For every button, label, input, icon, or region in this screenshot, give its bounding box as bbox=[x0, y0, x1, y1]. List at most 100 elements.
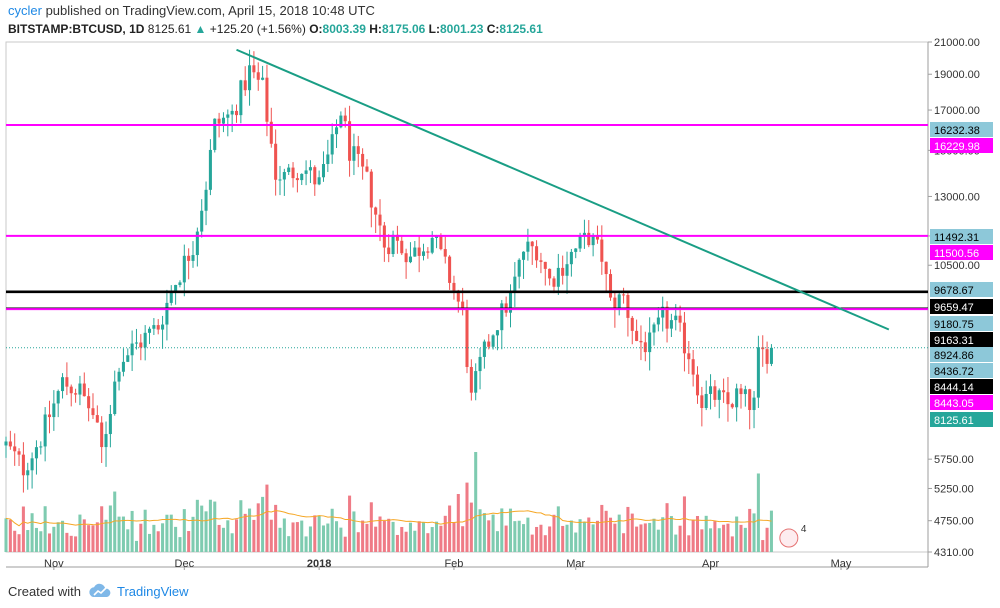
volume-bar bbox=[369, 502, 373, 552]
candle-body bbox=[369, 171, 373, 208]
candle-body bbox=[134, 342, 138, 344]
candle-body bbox=[248, 65, 252, 91]
price-tick-label: 13000.00 bbox=[934, 191, 980, 203]
candle-body bbox=[748, 389, 752, 411]
volume-bar bbox=[565, 524, 569, 552]
candle-body bbox=[243, 80, 247, 91]
volume-bar bbox=[535, 526, 539, 552]
volume-bar bbox=[478, 509, 482, 552]
candle-body bbox=[152, 325, 156, 329]
candle-body bbox=[230, 110, 234, 115]
candle-body bbox=[252, 65, 256, 73]
time-tick-label: Apr bbox=[702, 558, 719, 570]
candle-body bbox=[304, 170, 308, 174]
candle-body bbox=[448, 256, 452, 283]
candle-body bbox=[578, 236, 582, 249]
candle-body bbox=[491, 335, 495, 347]
time-tick-label: May bbox=[831, 558, 852, 570]
volume-bar bbox=[126, 529, 130, 552]
volume-bar bbox=[191, 516, 195, 552]
tradingview-cloud-icon[interactable] bbox=[88, 583, 112, 599]
candle-body bbox=[674, 315, 678, 321]
volume-bar bbox=[234, 519, 239, 552]
candle-body bbox=[713, 386, 717, 400]
candle-body bbox=[56, 391, 60, 404]
volume-bar bbox=[169, 514, 173, 552]
candle-body bbox=[17, 451, 21, 455]
volume-bar bbox=[669, 516, 673, 552]
volume-bar bbox=[395, 534, 399, 552]
candle-body bbox=[174, 284, 178, 293]
volume-bar bbox=[517, 520, 521, 552]
volume-bar bbox=[648, 522, 652, 552]
change-value: +125.20 (+1.56%) bbox=[209, 22, 306, 36]
time-tick-label: Dec bbox=[175, 558, 195, 570]
candle-body bbox=[387, 247, 391, 255]
candle-body bbox=[274, 143, 278, 180]
volume-bar bbox=[682, 496, 686, 552]
volume-bar bbox=[595, 520, 599, 552]
candle-body bbox=[478, 356, 482, 372]
candle-body bbox=[669, 320, 673, 329]
volume-bar bbox=[661, 517, 665, 552]
candle-body bbox=[147, 328, 152, 333]
volume-bar bbox=[630, 513, 634, 552]
volume-bar bbox=[108, 505, 112, 552]
volume-bar bbox=[356, 532, 360, 552]
volume-bar bbox=[69, 535, 73, 552]
created-with-text: Created with bbox=[8, 584, 81, 599]
price-badge-label: 9180.75 bbox=[934, 319, 974, 331]
price-badge-label: 8443.05 bbox=[934, 398, 974, 410]
volume-bar bbox=[695, 516, 700, 552]
candle-body bbox=[69, 386, 73, 394]
candle-body bbox=[361, 153, 365, 167]
candle-body bbox=[126, 355, 130, 362]
candle-body bbox=[452, 282, 456, 291]
volume-bar bbox=[182, 509, 186, 552]
volume-bar bbox=[761, 540, 765, 552]
candle-body bbox=[182, 255, 186, 283]
candle-body bbox=[261, 77, 265, 80]
candle-body bbox=[656, 317, 660, 325]
open-value: 8003.39 bbox=[322, 22, 366, 36]
tradingview-link[interactable]: TradingView bbox=[117, 584, 189, 599]
candle-body bbox=[95, 415, 99, 423]
price-badge bbox=[930, 379, 993, 394]
volume-bar bbox=[74, 536, 78, 552]
candle-body bbox=[234, 110, 239, 116]
volume-bar bbox=[421, 522, 426, 552]
price-chart[interactable]: 421000.0019000.0017000.0015000.0013000.0… bbox=[0, 0, 1000, 575]
volume-bar bbox=[56, 522, 60, 552]
candle-body bbox=[34, 447, 38, 459]
candle-body bbox=[726, 392, 730, 405]
candle-body bbox=[700, 395, 704, 409]
volume-bar bbox=[117, 516, 121, 552]
volume-bar bbox=[200, 505, 204, 552]
volume-bar bbox=[61, 520, 65, 552]
volume-bar bbox=[308, 526, 312, 552]
price-badge bbox=[930, 122, 993, 137]
candle-body bbox=[665, 306, 669, 329]
volume-bar bbox=[487, 520, 491, 552]
candle-body bbox=[348, 121, 352, 161]
volume-bar bbox=[161, 523, 165, 552]
symbol-label: BITSTAMP:BTCUSD, 1D bbox=[8, 22, 145, 36]
candle-body bbox=[487, 341, 491, 347]
volume-bar bbox=[700, 529, 704, 552]
price-badge bbox=[930, 299, 993, 314]
volume-bar bbox=[526, 517, 530, 552]
author-link[interactable]: cycler bbox=[8, 3, 42, 18]
candle-body bbox=[595, 235, 599, 240]
candle-body bbox=[82, 383, 86, 397]
volume-bar bbox=[221, 527, 225, 552]
price-badge bbox=[930, 412, 993, 427]
candle-body bbox=[52, 403, 56, 418]
time-tick-label: 2018 bbox=[307, 558, 331, 570]
high-label: H: bbox=[369, 22, 382, 36]
volume-bar bbox=[34, 527, 38, 552]
volume-bar bbox=[317, 515, 321, 552]
open-label: O: bbox=[309, 22, 323, 36]
price-tick-label: 21000.00 bbox=[934, 37, 980, 49]
volume-bar bbox=[43, 506, 47, 552]
volume-bar bbox=[326, 523, 330, 552]
